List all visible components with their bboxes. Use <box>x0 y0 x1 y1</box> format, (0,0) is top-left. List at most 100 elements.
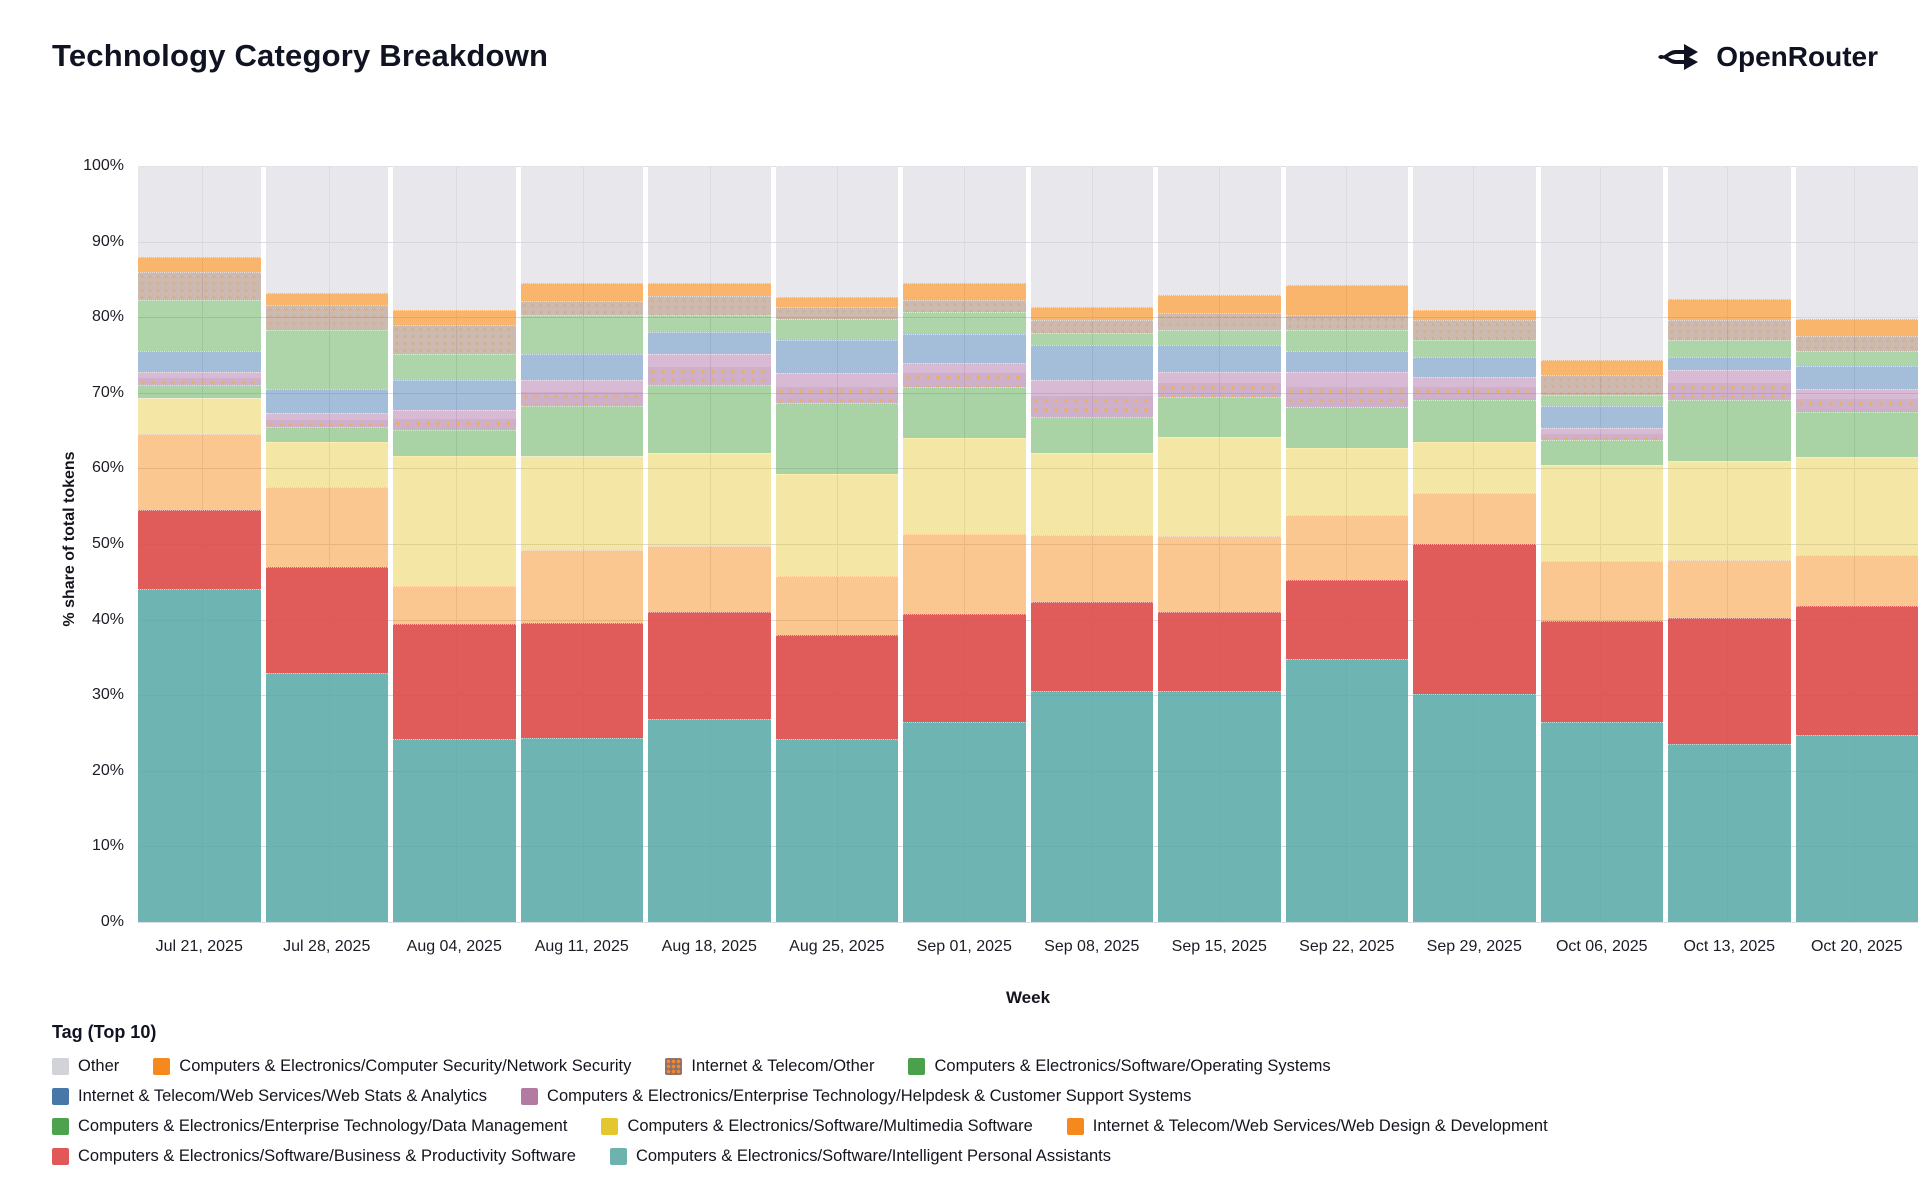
bar-segment[interactable] <box>903 438 1026 535</box>
bar-segment[interactable] <box>265 426 388 442</box>
bar-segment[interactable] <box>775 318 898 340</box>
bar-segment[interactable] <box>393 166 516 310</box>
bar-week-sep-15-2025[interactable] <box>1158 166 1281 922</box>
bar-segment[interactable] <box>393 324 516 354</box>
bar-segment[interactable] <box>1540 621 1663 722</box>
bar-segment[interactable] <box>1413 356 1536 377</box>
bar-segment[interactable] <box>1795 389 1918 412</box>
bar-segment[interactable] <box>1413 320 1536 340</box>
bar-week-aug-11-2025[interactable] <box>520 166 643 922</box>
bar-segment[interactable] <box>1285 350 1408 372</box>
bar-segment[interactable] <box>520 622 643 738</box>
legend-item[interactable]: Internet & Telecom/Other <box>665 1057 874 1076</box>
bar-segment[interactable] <box>1285 284 1408 315</box>
bar-segment[interactable] <box>1285 371 1408 408</box>
bar-segment[interactable] <box>520 300 643 316</box>
bar-segment[interactable] <box>1030 453 1153 535</box>
bar-week-jul-21-2025[interactable] <box>138 166 261 922</box>
bar-segment[interactable] <box>775 166 898 297</box>
bar-week-sep-29-2025[interactable] <box>1413 166 1536 922</box>
bar-segment[interactable] <box>775 739 898 922</box>
bar-segment[interactable] <box>775 307 898 320</box>
bar-segment[interactable] <box>1413 693 1536 922</box>
bar-segment[interactable] <box>903 721 1026 922</box>
bar-segment[interactable] <box>1030 690 1153 922</box>
bar-segment[interactable] <box>1285 315 1408 331</box>
bar-segment[interactable] <box>1795 606 1918 735</box>
bar-week-oct-20-2025[interactable] <box>1795 166 1918 922</box>
bar-segment[interactable] <box>1158 312 1281 331</box>
bar-segment[interactable] <box>393 309 516 325</box>
bar-segment[interactable] <box>265 413 388 427</box>
bar-week-sep-01-2025[interactable] <box>903 166 1026 922</box>
bar-segment[interactable] <box>265 487 388 567</box>
bar-segment[interactable] <box>1158 371 1281 397</box>
bar-segment[interactable] <box>648 296 771 316</box>
bar-segment[interactable] <box>1668 743 1791 922</box>
bar-segment[interactable] <box>138 299 261 352</box>
bar-segment[interactable] <box>1030 306 1153 320</box>
bar-segment[interactable] <box>1413 309 1536 321</box>
bar-segment[interactable] <box>138 271 261 300</box>
bar-segment[interactable] <box>1668 400 1791 461</box>
bar-segment[interactable] <box>393 456 516 587</box>
bar-segment[interactable] <box>903 613 1026 722</box>
bar-segment[interactable] <box>1540 360 1663 375</box>
bar-segment[interactable] <box>1158 166 1281 295</box>
bar-segment[interactable] <box>1413 166 1536 310</box>
bar-segment[interactable] <box>648 719 771 922</box>
bar-segment[interactable] <box>393 410 516 430</box>
bar-segment[interactable] <box>520 166 643 284</box>
bar-segment[interactable] <box>903 166 1026 284</box>
bar-segment[interactable] <box>138 256 261 272</box>
bar-segment[interactable] <box>520 406 643 457</box>
bar-segment[interactable] <box>1030 319 1153 334</box>
bar-segment[interactable] <box>393 586 516 625</box>
bar-week-aug-04-2025[interactable] <box>393 166 516 922</box>
bar-segment[interactable] <box>520 315 643 354</box>
legend-item[interactable]: Computers & Electronics/Computer Securit… <box>153 1057 631 1076</box>
bar-segment[interactable] <box>393 739 516 922</box>
bar-segment[interactable] <box>520 456 643 551</box>
bar-segment[interactable] <box>775 403 898 474</box>
bar-segment[interactable] <box>1540 721 1663 922</box>
bar-segment[interactable] <box>1540 428 1663 441</box>
bar-segment[interactable] <box>1668 356 1791 371</box>
legend-item[interactable]: Internet & Telecom/Web Services/Web Desi… <box>1066 1117 1548 1136</box>
bar-segment[interactable] <box>648 612 771 720</box>
bar-segment[interactable] <box>648 353 771 386</box>
bar-segment[interactable] <box>265 305 388 331</box>
bar-segment[interactable] <box>265 389 388 414</box>
bar-segment[interactable] <box>138 510 261 590</box>
bar-segment[interactable] <box>1030 345 1153 380</box>
legend-item[interactable]: Computers & Electronics/Enterprise Techn… <box>52 1117 567 1136</box>
bar-segment[interactable] <box>265 672 388 922</box>
bar-segment[interactable] <box>648 166 771 283</box>
bar-week-oct-06-2025[interactable] <box>1540 166 1663 922</box>
bar-segment[interactable] <box>775 339 898 374</box>
bar-segment[interactable] <box>1285 658 1408 922</box>
bar-segment[interactable] <box>1158 330 1281 346</box>
bar-segment[interactable] <box>1795 336 1918 352</box>
bar-segment[interactable] <box>1030 166 1153 307</box>
bar-segment[interactable] <box>1413 339 1536 357</box>
bar-segment[interactable] <box>138 589 261 922</box>
bar-segment[interactable] <box>393 380 516 411</box>
bar-segment[interactable] <box>1795 351 1918 367</box>
legend-item[interactable]: Computers & Electronics/Software/Intelli… <box>609 1147 1111 1166</box>
bar-segment[interactable] <box>1540 405 1663 429</box>
bar-segment[interactable] <box>648 545 771 613</box>
bar-segment[interactable] <box>903 299 1026 313</box>
bar-segment[interactable] <box>1030 602 1153 691</box>
bar-week-aug-18-2025[interactable] <box>648 166 771 922</box>
bar-segment[interactable] <box>903 333 1026 363</box>
bar-segment[interactable] <box>1413 441 1536 493</box>
bar-segment[interactable] <box>520 353 643 380</box>
bar-segment[interactable] <box>775 473 898 576</box>
bar-segment[interactable] <box>1413 376 1536 401</box>
bar-segment[interactable] <box>1158 345 1281 372</box>
bar-segment[interactable] <box>648 332 771 354</box>
bar-week-aug-25-2025[interactable] <box>775 166 898 922</box>
bar-segment[interactable] <box>1285 330 1408 351</box>
legend-item[interactable]: Other <box>52 1057 119 1076</box>
